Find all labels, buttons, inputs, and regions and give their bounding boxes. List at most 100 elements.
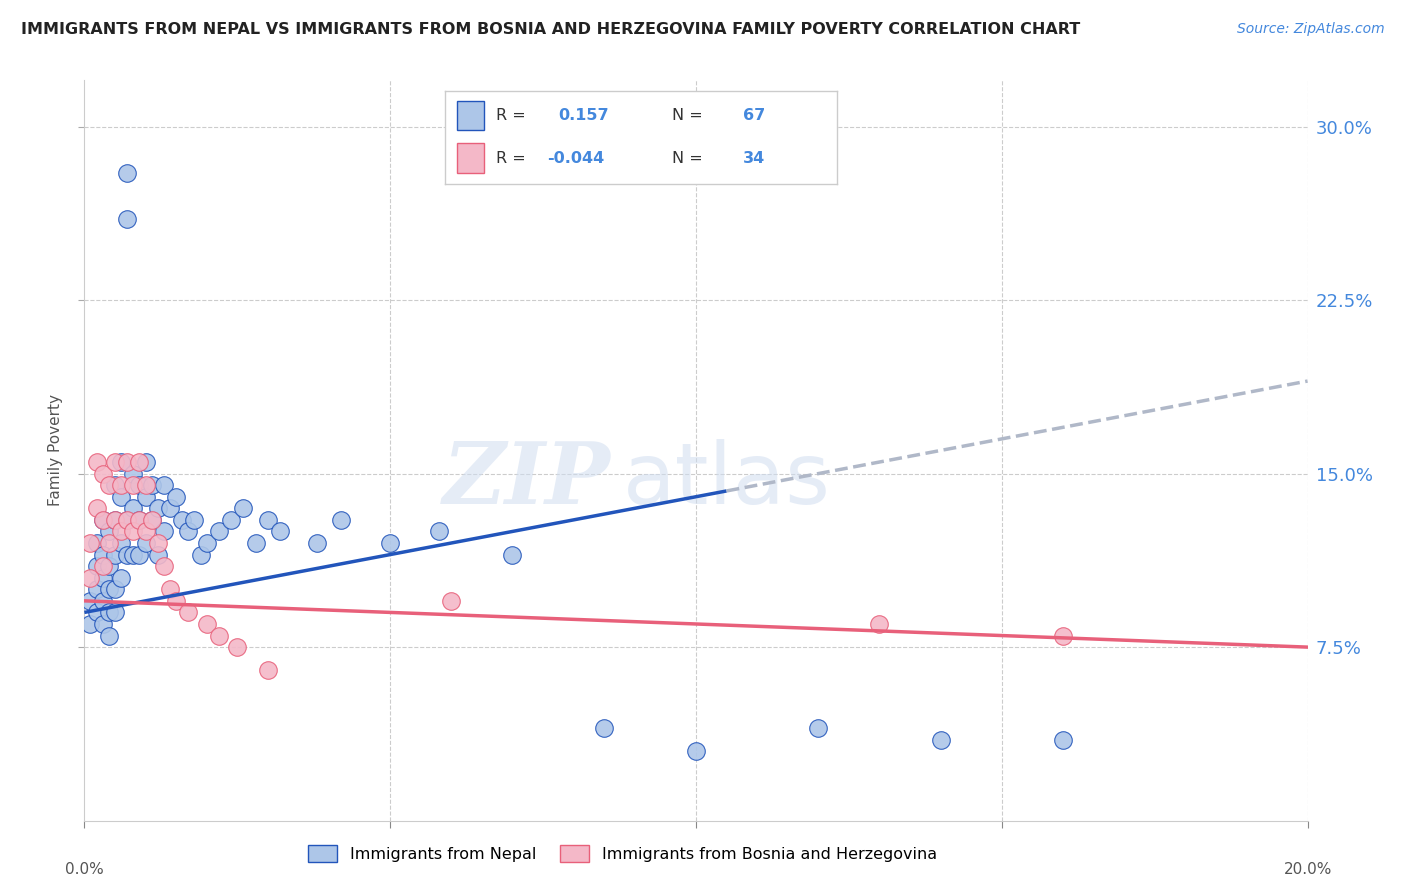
Point: [929, 732, 952, 747]
Point: [110, 536, 132, 550]
Point: [257, 663, 280, 677]
Point: [104, 478, 127, 492]
Point: [104, 513, 127, 527]
Text: ZIP: ZIP: [443, 438, 610, 522]
Text: IMMIGRANTS FROM NEPAL VS IMMIGRANTS FROM BOSNIA AND HERZEGOVINA FAMILY POVERTY C: IMMIGRANTS FROM NEPAL VS IMMIGRANTS FROM…: [21, 22, 1080, 37]
Point: [91, 617, 114, 632]
Point: [122, 467, 145, 481]
Point: [110, 455, 132, 469]
Point: [146, 501, 169, 516]
Point: [115, 212, 138, 227]
Point: [685, 744, 707, 758]
Point: [183, 513, 205, 527]
Point: [91, 571, 114, 585]
Point: [79, 594, 101, 608]
Point: [115, 548, 138, 562]
Point: [380, 536, 402, 550]
Point: [153, 524, 176, 539]
Point: [128, 478, 150, 492]
Point: [91, 467, 114, 481]
Point: [190, 548, 212, 562]
Point: [115, 455, 138, 469]
Point: [135, 524, 157, 539]
Point: [128, 455, 150, 469]
Point: [141, 513, 163, 527]
Point: [177, 606, 200, 620]
Point: [122, 548, 145, 562]
Point: [115, 513, 138, 527]
Point: [97, 606, 120, 620]
Text: Source: ZipAtlas.com: Source: ZipAtlas.com: [1237, 22, 1385, 37]
Point: [104, 455, 127, 469]
Point: [195, 536, 218, 550]
Point: [159, 582, 181, 597]
Point: [110, 490, 132, 504]
Point: [115, 513, 138, 527]
Text: 20.0%: 20.0%: [1284, 863, 1331, 878]
Point: [135, 536, 157, 550]
Point: [153, 478, 176, 492]
Point: [807, 721, 830, 735]
Point: [135, 455, 157, 469]
Point: [208, 524, 231, 539]
Point: [104, 513, 127, 527]
Point: [122, 524, 145, 539]
Point: [128, 548, 150, 562]
Point: [128, 513, 150, 527]
Point: [79, 571, 101, 585]
Legend: Immigrants from Nepal, Immigrants from Bosnia and Herzegovina: Immigrants from Nepal, Immigrants from B…: [302, 838, 943, 868]
Point: [115, 166, 138, 180]
Point: [1052, 628, 1074, 642]
Point: [159, 501, 181, 516]
Point: [79, 536, 101, 550]
Point: [104, 582, 127, 597]
Point: [502, 548, 524, 562]
Point: [869, 617, 891, 632]
Point: [330, 513, 353, 527]
Y-axis label: Family Poverty: Family Poverty: [48, 394, 63, 507]
Text: 0.0%: 0.0%: [65, 863, 104, 878]
Point: [97, 628, 120, 642]
Point: [177, 524, 200, 539]
Point: [91, 513, 114, 527]
Point: [97, 536, 120, 550]
Point: [141, 513, 163, 527]
Point: [257, 513, 280, 527]
Point: [146, 536, 169, 550]
Point: [593, 721, 616, 735]
Point: [86, 455, 108, 469]
Point: [269, 524, 291, 539]
Point: [86, 536, 108, 550]
Point: [135, 478, 157, 492]
Point: [165, 594, 187, 608]
Point: [104, 606, 127, 620]
Point: [86, 559, 108, 574]
Point: [427, 524, 450, 539]
Point: [91, 513, 114, 527]
Point: [122, 501, 145, 516]
Point: [86, 501, 108, 516]
Text: atlas: atlas: [623, 439, 831, 522]
Point: [97, 582, 120, 597]
Point: [172, 513, 194, 527]
Point: [122, 478, 145, 492]
Point: [91, 559, 114, 574]
Point: [153, 559, 176, 574]
Point: [232, 501, 254, 516]
Point: [135, 490, 157, 504]
Point: [110, 478, 132, 492]
Point: [245, 536, 267, 550]
Point: [110, 571, 132, 585]
Point: [86, 606, 108, 620]
Point: [86, 582, 108, 597]
Point: [128, 513, 150, 527]
Point: [104, 548, 127, 562]
Point: [195, 617, 218, 632]
Point: [97, 524, 120, 539]
Point: [97, 478, 120, 492]
Point: [97, 559, 120, 574]
Point: [141, 478, 163, 492]
Point: [91, 548, 114, 562]
Point: [219, 513, 242, 527]
Point: [440, 594, 463, 608]
